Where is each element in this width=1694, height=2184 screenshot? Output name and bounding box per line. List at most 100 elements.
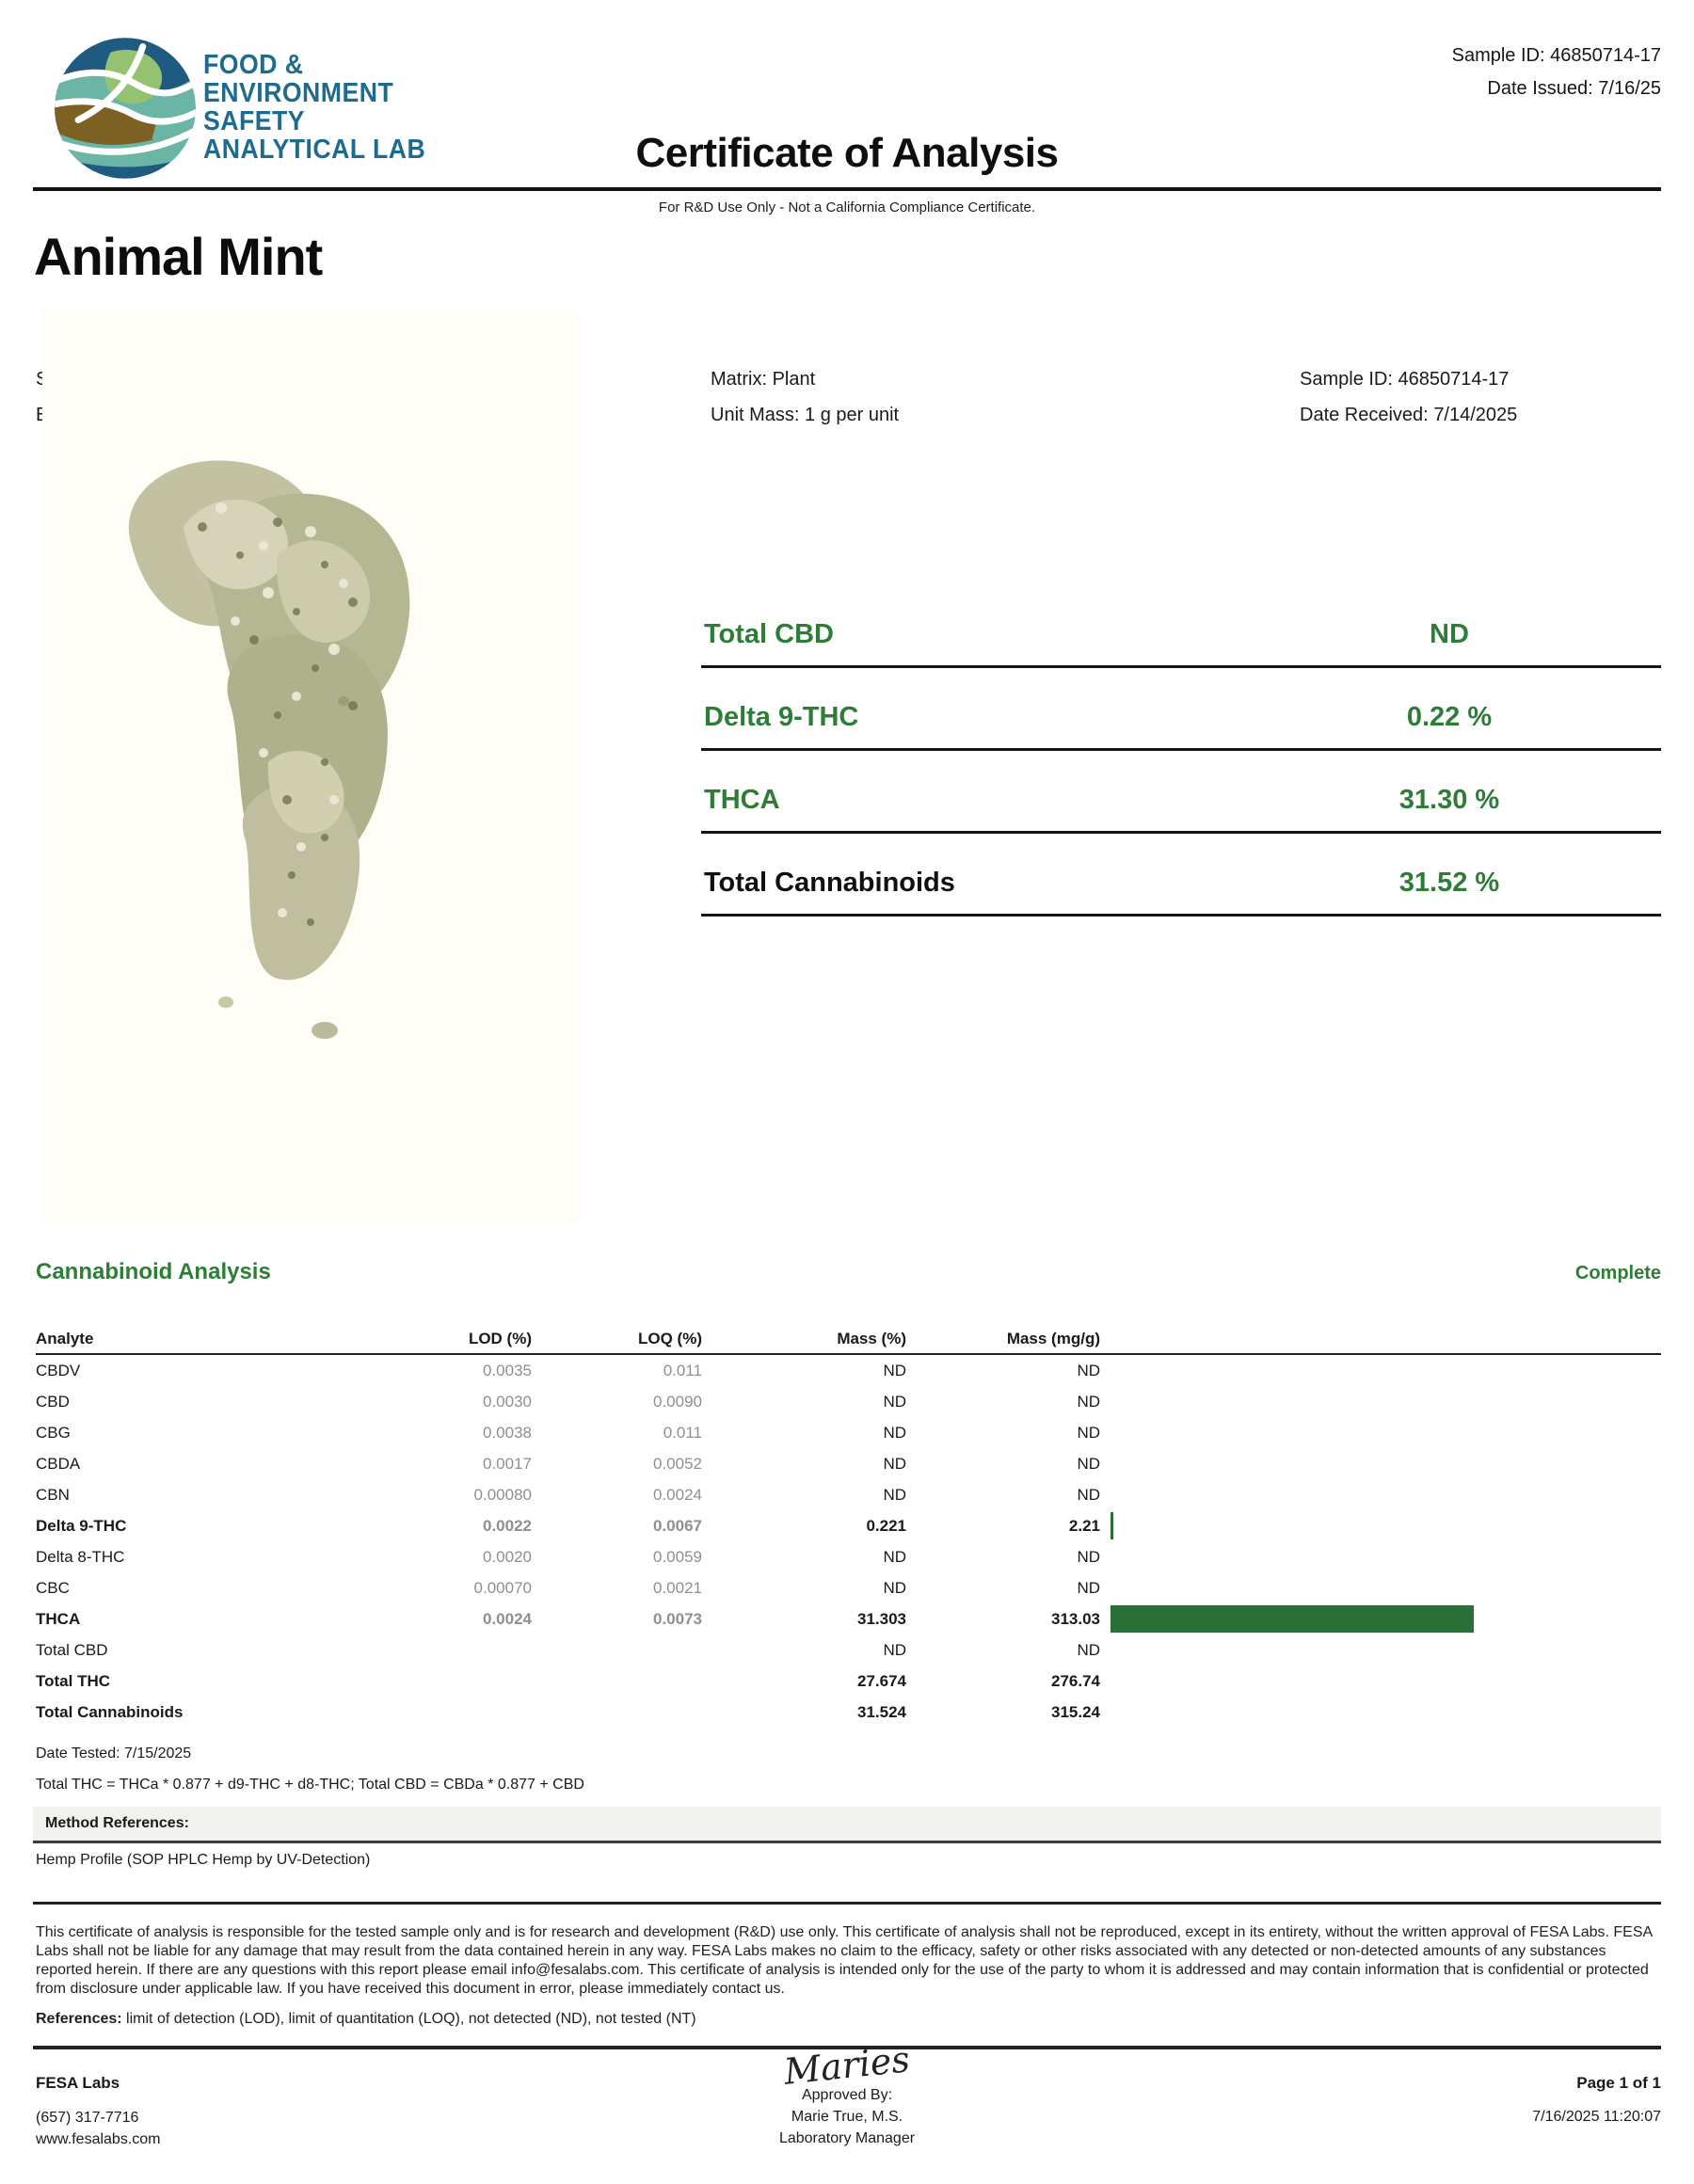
method-references-label: Method References:: [45, 1815, 189, 1831]
mass-percent-value: 31.303: [857, 1609, 906, 1628]
mass-percent-value: ND: [883, 1547, 906, 1566]
mass-mgg-value: 315.24: [1051, 1702, 1100, 1721]
mass-percent-value: ND: [883, 1454, 906, 1473]
table-row: THCA 0.0024 0.0073 31.303 313.03: [36, 1603, 1661, 1634]
lod-value: 0.00080: [473, 1485, 532, 1504]
footer-approval: Maries Approved By: Marie True, M.S. Lab…: [0, 2038, 1694, 2149]
method-reference: Hemp Profile (SOP HPLC Hemp by UV-Detect…: [36, 1852, 371, 1868]
summary-row-thca: THCA 31.30 %: [701, 751, 1661, 834]
analyte-name: Total CBD: [36, 1640, 108, 1659]
summary-value: 31.30 %: [1398, 785, 1500, 815]
table-header-row: Analyte LOD (%) LOQ (%) Mass (%) Mass (m…: [36, 1325, 1661, 1355]
col-header-mass-pct: Mass (%): [837, 1330, 906, 1347]
col-header-lod: LOD (%): [468, 1330, 532, 1347]
lod-value: 0.0030: [483, 1392, 532, 1411]
approved-by-label: Approved By:: [801, 2087, 893, 2103]
analyte-name: Total THC: [36, 1671, 111, 1690]
cannabinoid-table: Analyte LOD (%) LOQ (%) Mass (%) Mass (m…: [36, 1325, 1661, 1728]
analyte-name: Total Cannabinoids: [36, 1702, 184, 1721]
lab-name: FESA Labs: [36, 2074, 120, 2092]
section-title: Cannabinoid Analysis: [36, 1259, 271, 1284]
lod-value: 0.0022: [483, 1516, 532, 1535]
approver-signature: Maries: [782, 2038, 912, 2093]
table-row: Delta 9-THC 0.0022 0.0067 0.221 2.21: [36, 1510, 1661, 1541]
footer-page-info: Page 1 of 1 7/16/2025 11:20:07: [1532, 2072, 1661, 2128]
date-issued-line: Date Issued: 7/16/25: [1487, 78, 1661, 99]
document-title: Certificate of Analysis: [635, 130, 1059, 176]
col-header-analyte: Analyte: [36, 1330, 94, 1347]
lab-phone: (657) 317-7716: [36, 2110, 139, 2126]
analyte-name: Delta 9-THC: [36, 1516, 127, 1535]
table-row: Total Cannabinoids 31.524 315.24: [36, 1697, 1661, 1728]
loq-value: 0.0021: [653, 1578, 702, 1597]
sample-name-heading: Animal Mint: [34, 227, 323, 286]
mass-percent-value: ND: [883, 1485, 906, 1504]
analyte-name: Delta 8-THC: [36, 1547, 125, 1566]
matrix-line: Matrix: Plant: [711, 369, 816, 390]
lab-logo-wordmark: FOOD & ENVIRONMENT SAFETY ANALYTICAL LAB: [203, 51, 425, 164]
mass-mgg-value: ND: [1077, 1578, 1100, 1597]
sample-id-line: Sample ID: 46850714-17: [1300, 369, 1510, 390]
print-timestamp: 7/16/2025 11:20:07: [1532, 2109, 1661, 2125]
table-row: Total THC 27.674 276.74: [36, 1666, 1661, 1697]
summary-value: 0.22 %: [1406, 702, 1493, 732]
header-divider: [33, 187, 1661, 191]
summary-row-delta9-thc: Delta 9-THC 0.22 %: [701, 668, 1661, 751]
analyte-name: CBG: [36, 1423, 71, 1442]
lod-value: 0.0020: [483, 1547, 532, 1566]
mass-mgg-value: ND: [1077, 1547, 1100, 1566]
summary-row-total-cannabinoids: Total Cannabinoids 31.52 %: [701, 834, 1661, 917]
disclaimer-top-rule: [33, 1902, 1661, 1905]
loq-value: 0.0067: [653, 1516, 702, 1535]
mass-mgg-value: ND: [1077, 1454, 1100, 1473]
summary-row-total-cbd: Total CBD ND: [701, 585, 1661, 668]
loq-value: 0.0073: [653, 1609, 702, 1628]
lod-value: 0.00070: [473, 1578, 532, 1597]
disclaimer-text: This certificate of analysis is responsi…: [36, 1924, 1653, 1997]
table-row: Total CBD ND ND: [36, 1634, 1661, 1666]
sample-photo: [42, 311, 579, 1223]
lab-website[interactable]: www.fesalabs.com: [36, 2131, 161, 2147]
loq-value: 0.0024: [653, 1485, 702, 1504]
summary-value: ND: [1430, 619, 1469, 649]
mass-percent-value: ND: [883, 1640, 906, 1659]
mass-mgg-value: ND: [1077, 1392, 1100, 1411]
mass-mgg-value: ND: [1077, 1423, 1100, 1442]
lod-value: 0.0017: [483, 1454, 532, 1473]
lab-logo-icon: [52, 35, 199, 182]
table-row: CBN 0.00080 0.0024 ND ND: [36, 1479, 1661, 1510]
lod-value: 0.0024: [483, 1609, 532, 1628]
loq-value: 0.011: [663, 1423, 702, 1442]
table-row: CBDA 0.0017 0.0052 ND ND: [36, 1448, 1661, 1479]
logo-line: ANALYTICAL LAB: [203, 135, 426, 165]
mass-mgg-value: 276.74: [1051, 1671, 1100, 1690]
summary-label: THCA: [704, 785, 780, 815]
mass-percent-value: 27.674: [857, 1671, 906, 1690]
analyte-name: CBD: [36, 1392, 70, 1411]
analyte-name: CBC: [36, 1578, 70, 1597]
mass-percent-value: 0.221: [866, 1516, 906, 1535]
mass-mgg-value: ND: [1077, 1640, 1100, 1659]
status-badge: Complete: [1574, 1263, 1661, 1283]
col-header-mass-mgg: Mass (mg/g): [1006, 1330, 1100, 1347]
unit-mass-line: Unit Mass: 1 g per unit: [711, 405, 900, 425]
approver-name: Marie True, M.S.: [791, 2109, 903, 2125]
references-label: References:: [36, 2011, 122, 2027]
footer-lab-contact: FESA Labs (657) 317-7716 www.fesalabs.co…: [36, 2072, 161, 2150]
approver-title: Laboratory Manager: [778, 2130, 916, 2146]
mass-percent-value: ND: [883, 1423, 906, 1442]
mass-mgg-value: 313.03: [1051, 1609, 1100, 1628]
date-tested-line: Date Tested: 7/15/2025: [36, 1746, 192, 1762]
header-meta: Sample ID: 46850714-17 Date Issued: 7/16…: [1452, 40, 1661, 105]
mass-mgg-value: ND: [1077, 1361, 1100, 1379]
logo-line: ENVIRONMENT: [203, 78, 394, 108]
analyte-name: THCA: [36, 1609, 81, 1628]
analyte-name: CBDV: [36, 1361, 81, 1379]
references-note: References: limit of detection (LOD), li…: [36, 2011, 696, 2027]
mass-percent-value: 31.524: [857, 1702, 906, 1721]
sample-info-col3: Sample ID: 46850714-17 Date Received: 7/…: [1300, 369, 1517, 440]
document-subtitle: For R&D Use Only - Not a California Comp…: [658, 199, 1036, 215]
summary-label: Total CBD: [704, 619, 835, 649]
date-received-line: Date Received: 7/14/2025: [1300, 405, 1518, 425]
